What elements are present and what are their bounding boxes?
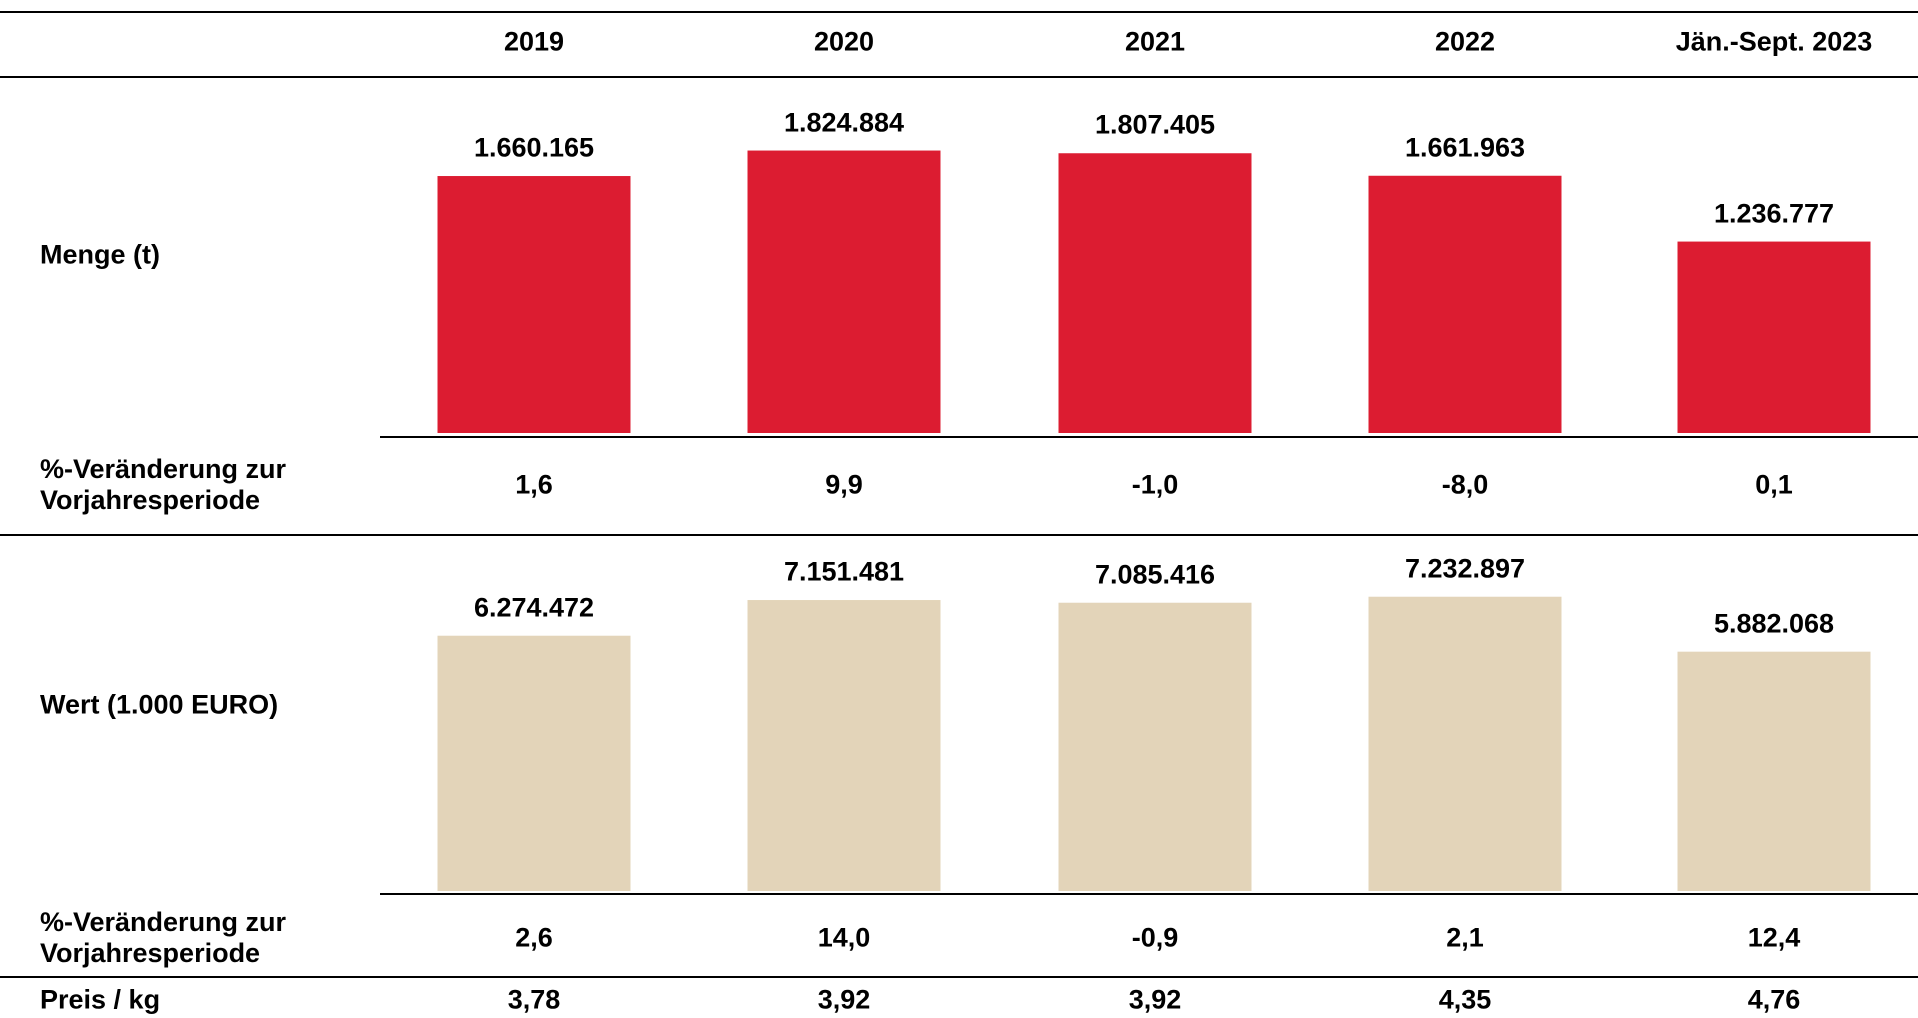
row-label: %-Veränderung zur Vorjahresperiode <box>40 454 287 515</box>
value-label: 6.274.472 <box>473 592 595 623</box>
value-label: 1.807.405 <box>1094 109 1216 140</box>
cell: 9,9 <box>825 469 863 500</box>
value-label: 5.882.068 <box>1713 608 1835 639</box>
row-label: Preis / kg <box>40 984 161 1015</box>
bar <box>1677 241 1871 433</box>
bar <box>1058 153 1252 434</box>
row-label: Wert (1.000 EURO) <box>40 689 279 720</box>
column-header: Jän.-Sept. 2023 <box>1675 26 1873 57</box>
bar <box>1368 596 1562 891</box>
value-label: 1.660.165 <box>473 132 595 163</box>
rule <box>0 11 1918 13</box>
bar <box>1058 602 1252 891</box>
cell: -8,0 <box>1441 469 1489 500</box>
cell: 2,1 <box>1446 922 1484 953</box>
cell: 14,0 <box>817 922 871 953</box>
cell: 3,92 <box>817 984 871 1015</box>
rule <box>0 76 1918 78</box>
cell: 4,35 <box>1438 984 1492 1015</box>
row-label: Menge (t) <box>40 239 160 270</box>
bar <box>437 176 631 433</box>
value-label: 1.824.884 <box>783 107 905 138</box>
value-label: 7.085.416 <box>1094 559 1216 590</box>
bar <box>747 600 941 891</box>
bar <box>437 635 631 891</box>
cell: 12,4 <box>1747 922 1801 953</box>
column-header: 2022 <box>1434 26 1496 57</box>
cell: 0,1 <box>1755 469 1793 500</box>
cell: 3,92 <box>1128 984 1182 1015</box>
bar <box>1677 651 1871 891</box>
cell: -1,0 <box>1131 469 1179 500</box>
cell: 4,76 <box>1747 984 1801 1015</box>
cell: 1,6 <box>515 469 553 500</box>
bar <box>1368 175 1562 434</box>
rule <box>0 534 1918 536</box>
column-header: 2019 <box>503 26 565 57</box>
column-header: 2020 <box>813 26 875 57</box>
cell: -0,9 <box>1131 922 1179 953</box>
cell: 3,78 <box>507 984 561 1015</box>
value-label: 7.151.481 <box>783 556 905 587</box>
cell: 2,6 <box>515 922 553 953</box>
rule <box>0 976 1918 978</box>
value-label: 7.232.897 <box>1404 553 1526 584</box>
bar <box>747 150 941 434</box>
rule <box>380 893 1918 895</box>
value-label: 1.661.963 <box>1404 132 1526 163</box>
column-header: 2021 <box>1124 26 1186 57</box>
row-label: %-Veränderung zur Vorjahresperiode <box>40 907 287 968</box>
value-label: 1.236.777 <box>1713 198 1835 229</box>
rule <box>380 436 1918 438</box>
